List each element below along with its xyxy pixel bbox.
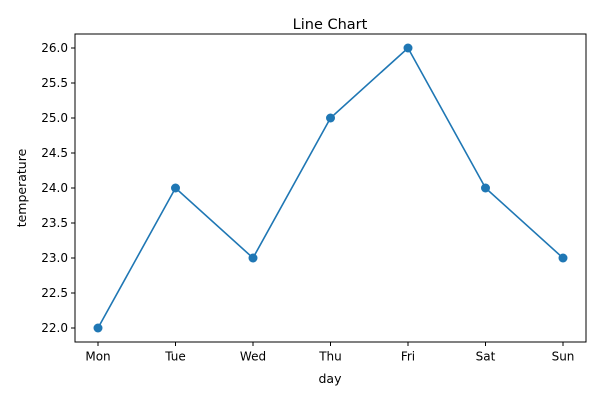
x-tick-label: Thu	[318, 350, 342, 364]
x-tick-label: Wed	[240, 350, 266, 364]
data-point-mon	[93, 323, 103, 333]
data-point-wed	[248, 253, 258, 263]
y-axis-label: temperature	[14, 148, 29, 227]
x-tick-label: Fri	[401, 350, 415, 364]
plot-frame	[74, 33, 587, 343]
y-tick-label: 22.0	[41, 321, 68, 335]
y-axis-ticks: 22.0 22.5 23.0 23.5 24.0 24.5 25.0 25.5 26.0	[41, 41, 75, 335]
y-tick-label: 25.5	[41, 76, 68, 90]
y-tick-label: 22.5	[41, 286, 68, 300]
y-tick-label: 25.0	[41, 111, 68, 125]
plot-area: 22.0 22.5 23.0 23.5 24.0 24.5 25.0 25.5 26.0 Mon…	[41, 33, 587, 364]
y-tick-label: 23.5	[41, 216, 68, 230]
x-tick-label: Sun	[552, 350, 575, 364]
data-point-tue	[171, 183, 180, 193]
y-tick-label: 24.5	[41, 146, 68, 160]
data-point-fri	[403, 43, 413, 53]
y-tick-label: 26.0	[41, 41, 68, 55]
y-tick-label: 23.0	[41, 251, 68, 265]
x-tick-label: Mon	[85, 350, 110, 364]
y-tick-label: 24.0	[41, 181, 68, 195]
data-point-thu	[326, 113, 335, 123]
x-tick-label: Sat	[476, 350, 496, 364]
data-point-sat	[481, 183, 490, 193]
x-axis-ticks: Mon Tue Wed Thu Fri Sat Sun	[85, 342, 574, 364]
chart-title: Line Chart	[293, 17, 368, 33]
data-point-sun	[558, 253, 568, 263]
x-tick-label: Tue	[164, 350, 186, 364]
x-axis-label: day	[319, 371, 343, 386]
series-markers	[93, 43, 568, 333]
series-line	[97, 46, 564, 329]
